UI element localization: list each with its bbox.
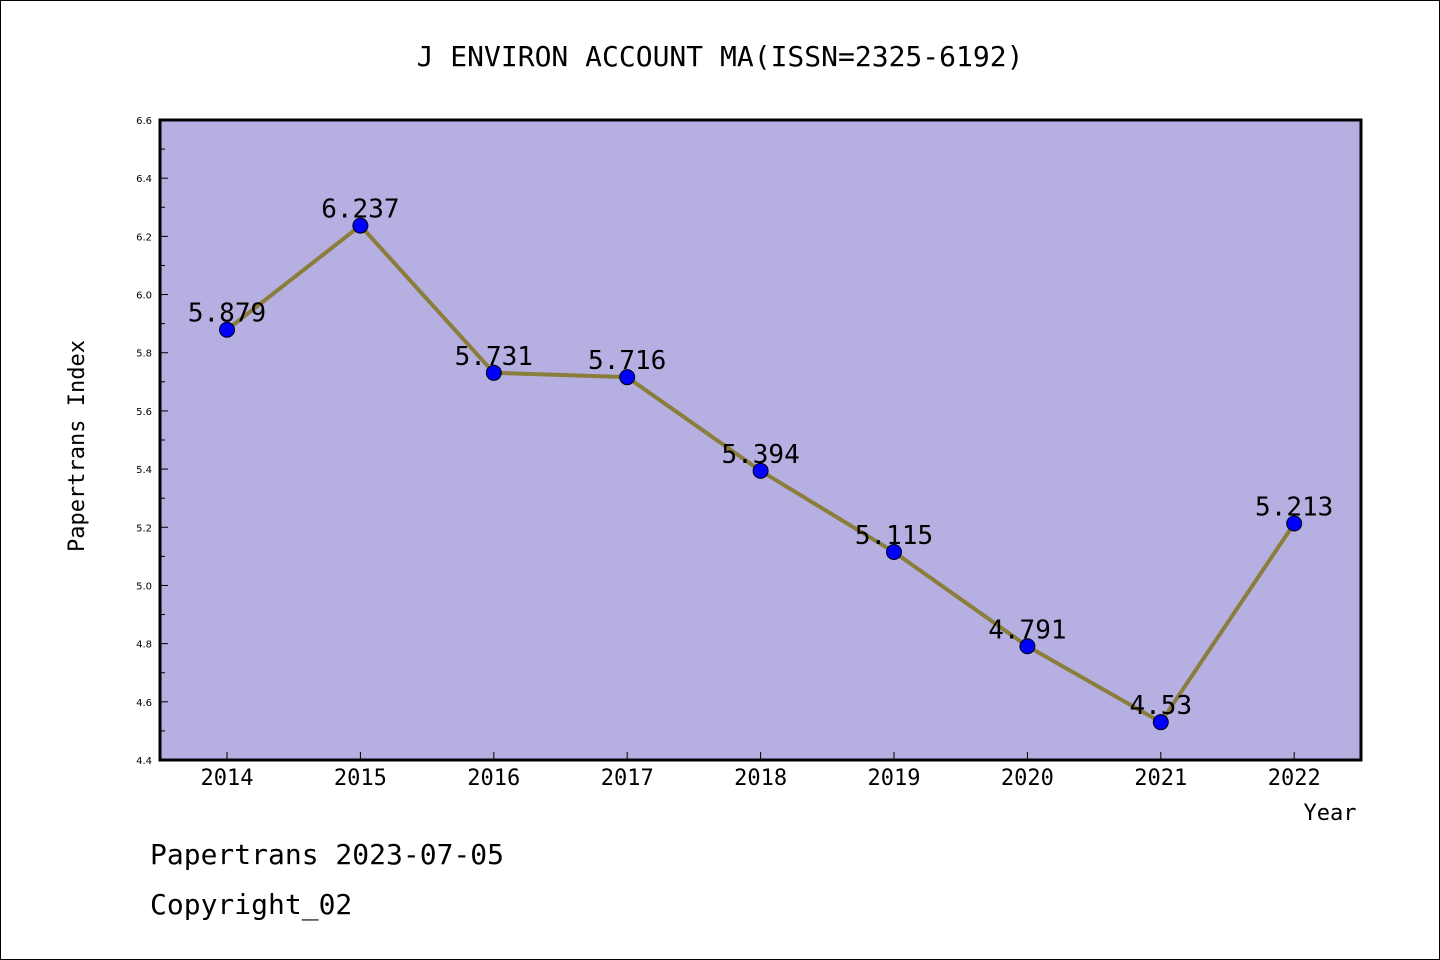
data-label: 5.731	[455, 342, 533, 372]
data-point	[485, 364, 502, 381]
data-label: 4.791	[988, 615, 1066, 645]
x-tick-label: 2015	[334, 766, 387, 791]
x-axis-label: Year	[1304, 801, 1357, 826]
x-tick-label: 2021	[1134, 766, 1187, 791]
y-tick-label: 4.6	[136, 698, 152, 709]
data-label: 6.237	[321, 195, 399, 225]
y-tick-label: 4.8	[136, 640, 152, 651]
data-label: 5.879	[188, 299, 266, 329]
y-tick-label: 5.6	[136, 407, 152, 418]
x-axis: 2014 2015 2016 2017 2018 2019 2020 2021 2022	[201, 752, 1321, 791]
chart-title: J ENVIRON ACCOUNT MA(ISSN=2325-6192)	[417, 40, 1024, 73]
data-point	[619, 369, 636, 386]
footer-copyright: Copyright_02	[150, 888, 352, 922]
data-point	[886, 544, 902, 560]
x-tick-label: 2017	[601, 766, 654, 791]
x-tick-label: 2018	[734, 766, 787, 791]
y-tick-label: 5.2	[136, 523, 152, 534]
x-tick-label: 2016	[467, 766, 520, 791]
y-axis-label: Papertrans Index	[65, 340, 90, 552]
data-label: 5.716	[588, 346, 666, 376]
data-point	[352, 217, 369, 234]
data-point	[1019, 638, 1036, 655]
y-tick-label: 6.0	[136, 291, 152, 302]
data-point	[752, 462, 769, 479]
series-line-group: 5.879 6.237 5.731 5.716 5.394 5.115 4.791 4.53 5…	[188, 195, 1333, 731]
y-tick-label: 6.2	[136, 232, 152, 243]
x-tick-label: 2020	[1001, 766, 1054, 791]
x-tick-label: 2014	[201, 766, 254, 791]
x-tick-label: 2019	[868, 766, 921, 791]
data-label: 4.53	[1129, 691, 1192, 721]
footer-date: Papertrans 2023-07-05	[150, 838, 504, 871]
y-tick-label: 6.4	[136, 174, 152, 185]
y-tick-label: 6.6	[136, 116, 152, 127]
data-point	[1152, 714, 1169, 731]
y-tick-label: 4.4	[136, 756, 152, 767]
y-tick-label: 5.0	[136, 581, 152, 592]
data-label: 5.115	[855, 521, 933, 551]
y-tick-label: 5.4	[136, 465, 152, 476]
data-point	[1286, 515, 1303, 532]
y-axis: 4.4 4.6 4.8 5.0 5.2 5.4 5.6 5.8 6.0 6.2 6.4 6.6	[136, 116, 168, 767]
y-tick-label: 5.8	[136, 349, 152, 360]
data-label: 5.213	[1255, 492, 1333, 522]
data-label: 5.394	[721, 440, 799, 470]
data-point	[219, 321, 235, 338]
x-tick-label: 2022	[1268, 766, 1321, 791]
